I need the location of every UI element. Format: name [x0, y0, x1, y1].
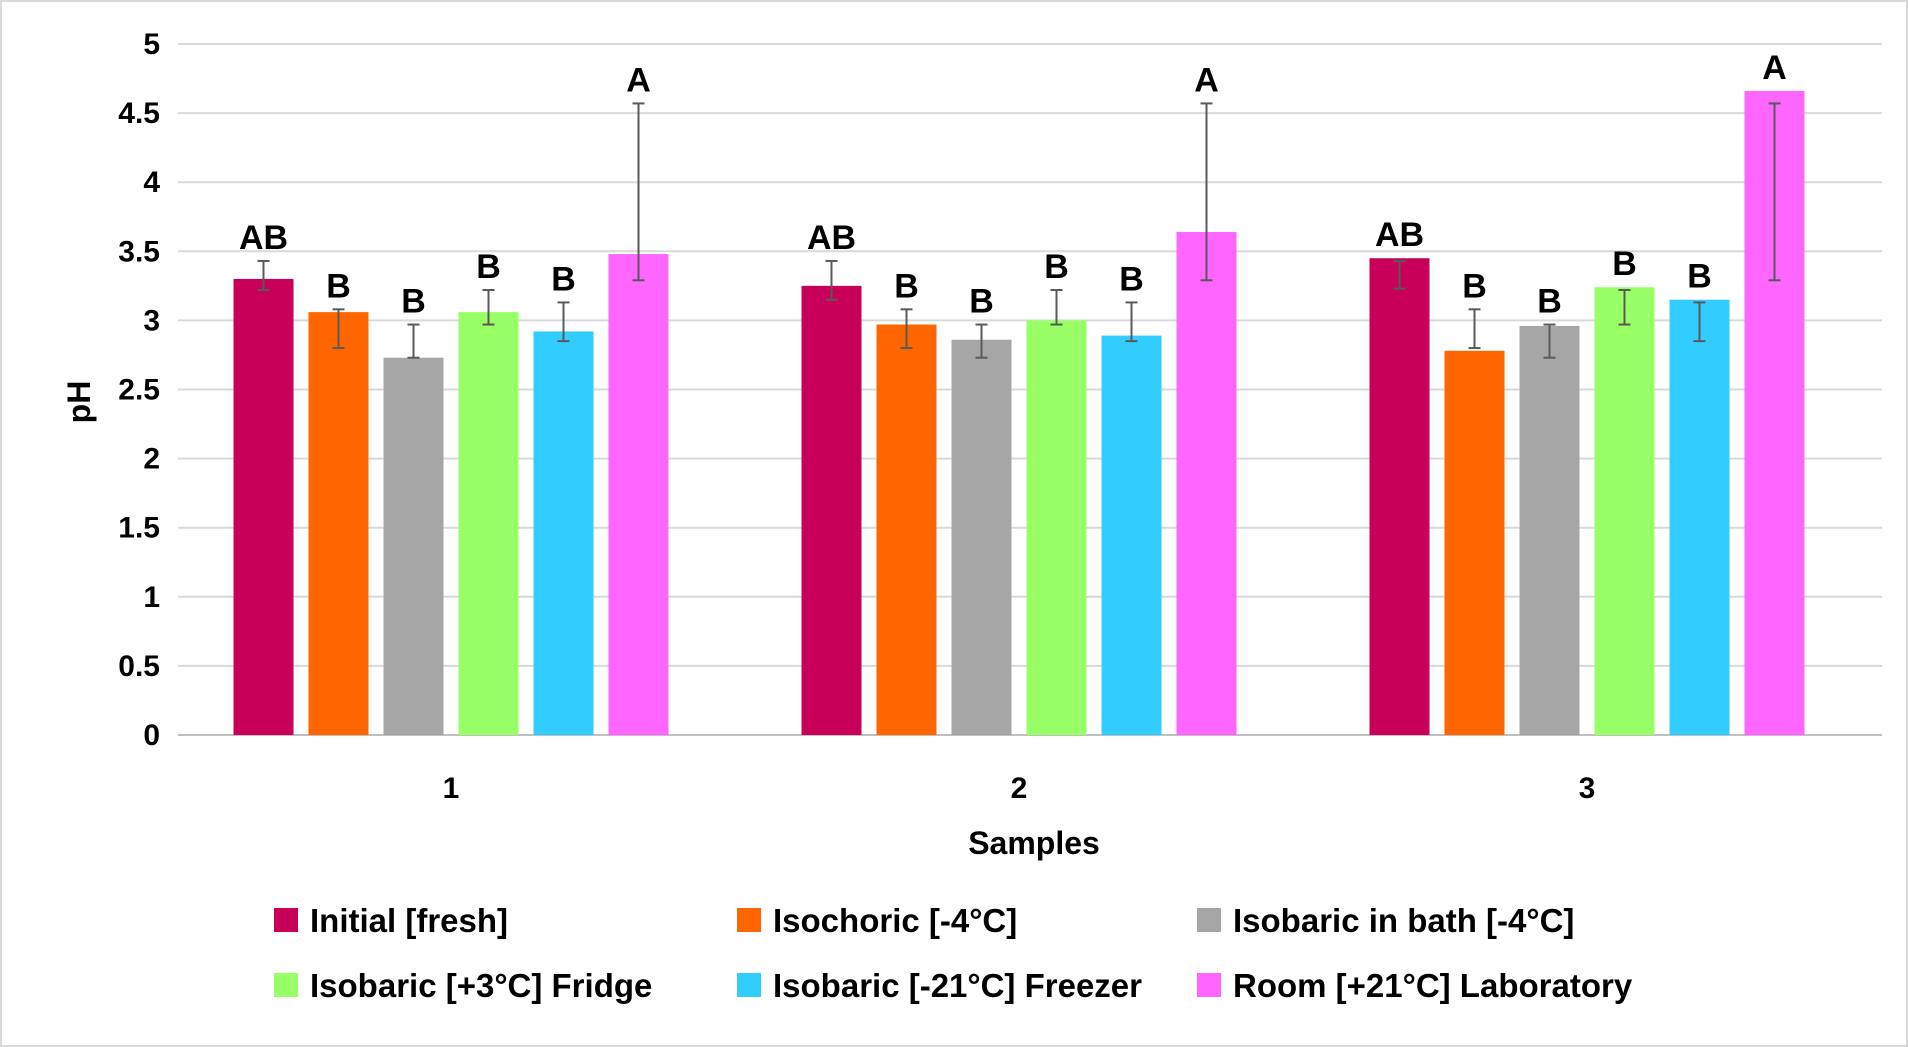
y-tick-label: 1.5: [118, 512, 160, 545]
legend-swatch: [737, 973, 761, 997]
error-bars: [257, 102, 1781, 359]
x-axis-title: Samples: [968, 825, 1100, 861]
y-tick-label: 2.5: [118, 374, 160, 407]
significance-label: A: [626, 61, 651, 99]
significance-label: B: [551, 260, 576, 298]
legend-label: Isobaric [-21°C] Freezer: [773, 967, 1142, 1004]
bar: [1444, 350, 1505, 735]
y-axis-title: pH: [61, 381, 97, 424]
legend-label: Room [+21°C] Laboratory: [1233, 967, 1633, 1004]
legend-label: Isochoric [-4°C]: [773, 902, 1017, 939]
legend-swatch: [1197, 908, 1221, 932]
bar: [1101, 335, 1162, 735]
bar: [1026, 320, 1087, 735]
significance-label: B: [1119, 260, 1144, 298]
bar: [233, 278, 294, 735]
bar: [801, 285, 862, 735]
legend: Initial [fresh] Isochoric [-4°C] Isobaric …: [274, 902, 1633, 1004]
bar: [383, 357, 444, 735]
significance-label: B: [1687, 258, 1712, 296]
bars: [233, 90, 1805, 736]
y-tick-label: 2: [143, 443, 160, 476]
y-tick-label: 4: [143, 166, 160, 199]
significance-label: B: [326, 267, 351, 305]
significance-label: A: [1762, 49, 1787, 87]
y-tick-label: 0: [143, 719, 160, 752]
y-tick-label: 4.5: [118, 97, 160, 130]
x-tick-label: 3: [1579, 772, 1596, 805]
y-tick-label: 3: [143, 304, 160, 337]
significance-label: B: [1462, 267, 1487, 305]
x-tick-label: 1: [443, 772, 460, 805]
significance-label: B: [969, 283, 994, 321]
legend-label: Isobaric in bath [-4°C]: [1233, 902, 1574, 939]
significance-label: AB: [239, 219, 288, 257]
legend-swatch: [274, 908, 298, 932]
y-axis-ticks: 0 0.5 1 1.5 2 2.5 3 3.5 4 4.5 5: [118, 28, 160, 752]
x-tick-label: 2: [1011, 772, 1028, 805]
bar: [608, 254, 669, 735]
significance-label: B: [1044, 248, 1069, 286]
significance-label: B: [1612, 245, 1637, 283]
bar: [1594, 287, 1655, 735]
bar: [458, 312, 519, 735]
bar: [1176, 231, 1237, 735]
bar: [1519, 325, 1580, 735]
legend-swatch: [1197, 973, 1221, 997]
x-axis-ticks: 1 2 3: [443, 772, 1596, 805]
significance-label: B: [894, 267, 919, 305]
significance-label: A: [1194, 61, 1219, 99]
bar: [876, 324, 937, 735]
bar: [308, 312, 369, 735]
y-tick-label: 1: [143, 581, 160, 614]
significance-labels: AB B B B B A AB B B B B A AB B B B B A: [239, 49, 1787, 321]
bar: [1669, 299, 1730, 735]
legend-label: Isobaric [+3°C] Fridge: [310, 967, 652, 1004]
significance-label: AB: [807, 219, 856, 257]
significance-label: B: [1537, 283, 1562, 321]
significance-label: B: [476, 248, 501, 286]
significance-label: AB: [1375, 216, 1424, 254]
y-tick-label: 0.5: [118, 650, 160, 683]
bar: [533, 331, 594, 735]
significance-label: B: [401, 283, 426, 321]
legend-swatch: [737, 908, 761, 932]
bar: [951, 339, 1012, 735]
bar: [1369, 258, 1430, 735]
legend-swatch: [274, 973, 298, 997]
y-tick-label: 3.5: [118, 235, 160, 268]
legend-label: Initial [fresh]: [310, 902, 508, 939]
y-tick-label: 5: [143, 28, 160, 61]
